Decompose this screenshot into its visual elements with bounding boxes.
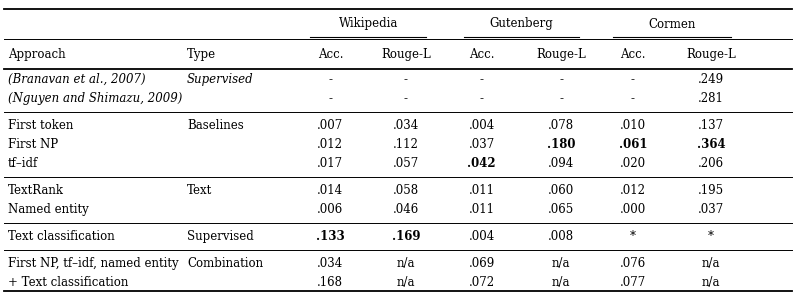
Text: .094: .094: [548, 157, 574, 169]
Text: Rouge-L: Rouge-L: [381, 47, 431, 61]
Text: Type: Type: [187, 47, 217, 61]
Text: .017: .017: [318, 157, 343, 169]
Text: .133: .133: [316, 230, 345, 243]
Text: n/a: n/a: [552, 276, 571, 289]
Text: n/a: n/a: [701, 276, 720, 289]
Text: .037: .037: [469, 138, 494, 151]
Text: -: -: [404, 73, 408, 86]
Text: .006: .006: [318, 203, 343, 216]
Text: .206: .206: [698, 157, 724, 169]
Text: .012: .012: [318, 138, 343, 151]
Text: tf–idf: tf–idf: [8, 157, 38, 169]
Text: .008: .008: [548, 230, 574, 243]
Text: n/a: n/a: [396, 257, 416, 270]
Text: .112: .112: [393, 138, 419, 151]
Text: .076: .076: [620, 257, 646, 270]
Text: .061: .061: [618, 138, 647, 151]
Text: .004: .004: [469, 230, 494, 243]
Text: .034: .034: [393, 119, 419, 132]
Text: -: -: [328, 73, 333, 86]
Text: .065: .065: [548, 203, 574, 216]
Text: .004: .004: [469, 119, 494, 132]
Text: .058: .058: [393, 184, 419, 197]
Text: Combination: Combination: [187, 257, 263, 270]
Text: .011: .011: [469, 203, 494, 216]
Text: Named entity: Named entity: [8, 203, 88, 216]
Text: -: -: [479, 73, 484, 86]
Text: Cormen: Cormen: [648, 17, 696, 31]
Text: Wikipedia: Wikipedia: [339, 17, 398, 31]
Text: .042: .042: [467, 157, 496, 169]
Text: Text: Text: [187, 184, 213, 197]
Text: First NP, tf–idf, named entity: First NP, tf–idf, named entity: [8, 257, 178, 270]
Text: .168: .168: [318, 276, 343, 289]
Text: Supervised: Supervised: [187, 230, 254, 243]
Text: .069: .069: [469, 257, 494, 270]
Text: First token: First token: [8, 119, 73, 132]
Text: *: *: [708, 230, 714, 243]
Text: -: -: [479, 92, 484, 105]
Text: .020: .020: [620, 157, 646, 169]
Text: Baselines: Baselines: [187, 119, 244, 132]
Text: .072: .072: [469, 276, 494, 289]
Text: -: -: [328, 92, 333, 105]
Text: .007: .007: [318, 119, 343, 132]
Text: n/a: n/a: [396, 276, 416, 289]
Text: .078: .078: [548, 119, 574, 132]
Text: Acc.: Acc.: [469, 47, 494, 61]
Text: .180: .180: [547, 138, 576, 151]
Text: .012: .012: [620, 184, 646, 197]
Text: (Branavan et al., 2007): (Branavan et al., 2007): [8, 73, 146, 86]
Text: Supervised: Supervised: [187, 73, 254, 86]
Text: .060: .060: [548, 184, 574, 197]
Text: Gutenberg: Gutenberg: [490, 17, 553, 31]
Text: .046: .046: [393, 203, 419, 216]
Text: -: -: [559, 92, 564, 105]
Text: .195: .195: [698, 184, 724, 197]
Text: *: *: [630, 230, 636, 243]
Text: .057: .057: [393, 157, 419, 169]
Text: .249: .249: [698, 73, 724, 86]
Text: Acc.: Acc.: [318, 47, 343, 61]
Text: .169: .169: [392, 230, 420, 243]
Text: .364: .364: [696, 138, 725, 151]
Text: Text classification: Text classification: [8, 230, 115, 243]
Text: n/a: n/a: [552, 257, 571, 270]
Text: n/a: n/a: [701, 257, 720, 270]
Text: .137: .137: [698, 119, 724, 132]
Text: .011: .011: [469, 184, 494, 197]
Text: -: -: [404, 92, 408, 105]
Text: Approach: Approach: [8, 47, 65, 61]
Text: Rouge-L: Rouge-L: [686, 47, 736, 61]
Text: .010: .010: [620, 119, 646, 132]
Text: .077: .077: [620, 276, 646, 289]
Text: .014: .014: [318, 184, 343, 197]
Text: Acc.: Acc.: [620, 47, 646, 61]
Text: -: -: [630, 92, 635, 105]
Text: (Nguyen and Shimazu, 2009): (Nguyen and Shimazu, 2009): [8, 92, 182, 105]
Text: + Text classification: + Text classification: [8, 276, 128, 289]
Text: -: -: [630, 73, 635, 86]
Text: TextRank: TextRank: [8, 184, 64, 197]
Text: .034: .034: [318, 257, 343, 270]
Text: -: -: [559, 73, 564, 86]
Text: .000: .000: [620, 203, 646, 216]
Text: .281: .281: [698, 92, 724, 105]
Text: First NP: First NP: [8, 138, 58, 151]
Text: Rouge-L: Rouge-L: [537, 47, 586, 61]
Text: .037: .037: [698, 203, 724, 216]
